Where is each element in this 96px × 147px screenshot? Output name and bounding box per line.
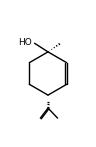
- Text: HO: HO: [18, 39, 32, 47]
